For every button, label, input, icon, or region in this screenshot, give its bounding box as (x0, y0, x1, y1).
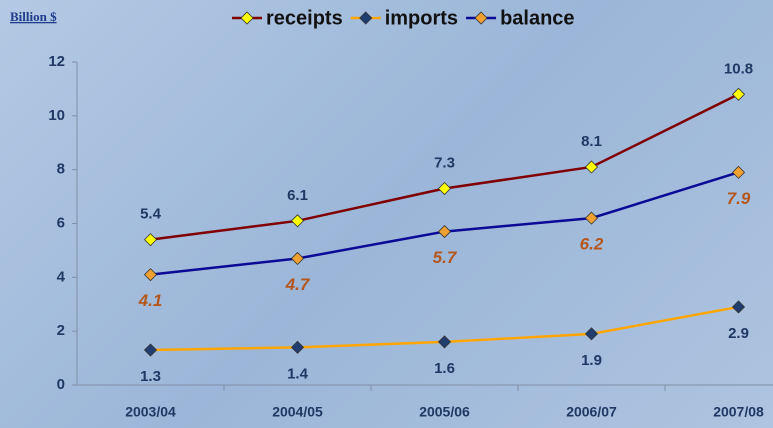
point (143, 233, 158, 247)
data-label: 1.6 (434, 360, 455, 377)
legend-marker (240, 11, 254, 25)
data-label: 4.7 (285, 275, 311, 294)
point (584, 211, 599, 225)
data-label: 1.3 (140, 368, 161, 385)
x-tick-label: 2003/04 (125, 404, 176, 420)
data-label: 1.4 (287, 365, 309, 382)
data-label: 7.3 (434, 154, 455, 171)
x-tick-label: 2004/05 (272, 404, 323, 420)
point (437, 335, 452, 349)
legend-label: imports (385, 7, 458, 29)
point (584, 327, 599, 341)
x-tick-label: 2006/07 (566, 404, 617, 420)
data-label: 6.2 (580, 235, 604, 254)
data-label: 6.1 (287, 187, 308, 204)
x-tick-label: 2005/06 (419, 404, 470, 420)
point (731, 165, 746, 179)
legend-label: receipts (266, 7, 343, 29)
data-label: 7.9 (727, 189, 751, 208)
point (290, 214, 305, 228)
legend-marker (359, 11, 373, 25)
legend-marker (474, 11, 488, 25)
data-label: 4.1 (138, 291, 163, 310)
y-tick-label: 2 (57, 322, 65, 339)
y-tick-label: 8 (57, 161, 65, 178)
point (143, 343, 158, 357)
point (437, 225, 452, 239)
point (143, 268, 158, 282)
y-tick-label: 4 (57, 268, 66, 285)
data-label: 1.9 (581, 352, 602, 369)
data-label: 5.7 (433, 248, 458, 267)
point (731, 87, 746, 101)
y-tick-label: 10 (48, 107, 65, 124)
point (584, 160, 599, 174)
x-tick-label: 2007/08 (713, 404, 764, 420)
y-tick-label: 12 (48, 53, 65, 70)
data-label: 2.9 (728, 325, 749, 342)
data-label: 10.8 (724, 60, 753, 77)
point (290, 340, 305, 354)
data-label: 5.4 (140, 206, 162, 223)
point (437, 181, 452, 196)
y-tick-label: 0 (57, 376, 65, 393)
y-axis-label: Billion $ (10, 9, 57, 24)
legend-label: balance (500, 7, 574, 29)
point (731, 300, 746, 314)
data-label: 8.1 (581, 133, 602, 150)
point (290, 251, 305, 266)
y-tick-label: 6 (57, 214, 65, 231)
